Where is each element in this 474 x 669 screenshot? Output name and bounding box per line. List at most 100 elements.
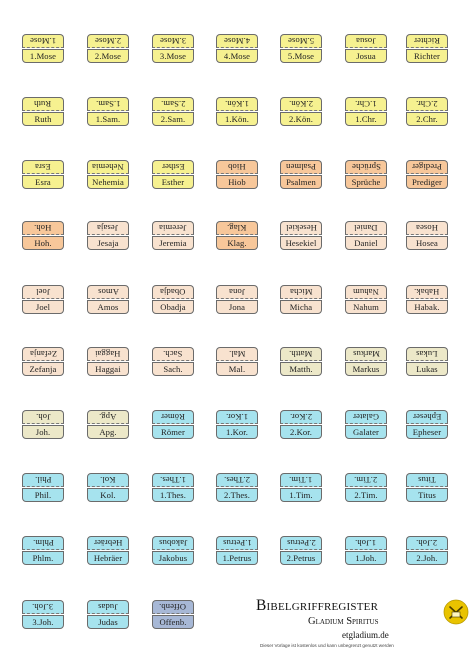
- register-tab: 1.Joh. 1.Joh.: [345, 536, 387, 568]
- register-tab: 2.Chr. 2.Chr.: [406, 97, 448, 129]
- register-tab: 1.Petrus 1.Petrus: [216, 536, 258, 568]
- tab-label: Esther: [152, 175, 194, 189]
- tab-label-inverted-text: Micha: [289, 287, 313, 297]
- tab-label: 1.Thes.: [152, 488, 194, 502]
- register-tab: 1.Sam. 1.Sam.: [87, 97, 129, 129]
- register-tab: Jona Jona: [216, 285, 258, 317]
- register-tab: 5.Mose 5.Mose: [280, 34, 322, 66]
- tab-label-inverted: 2.Petrus: [280, 536, 322, 550]
- tab-label-inverted-text: Joh.: [35, 412, 51, 422]
- tab-label: 2.Petrus: [280, 551, 322, 565]
- tab-label: Sprüche: [345, 175, 387, 189]
- tab-label-inverted: 1.Kön.: [216, 97, 258, 111]
- register-tab: Nehemia Nehemia: [87, 160, 129, 192]
- tab-label: Ruth: [22, 112, 64, 126]
- tab-label: Matth.: [280, 362, 322, 376]
- tab-label-inverted-text: Lukas: [416, 349, 438, 359]
- tab-label-inverted-text: 2.Thes.: [224, 475, 250, 485]
- tab-label: 3.Mose: [152, 49, 194, 63]
- tab-label: Phlm.: [22, 551, 64, 565]
- tab-label-inverted: Matth.: [280, 347, 322, 361]
- tab-label-inverted: Jesaja: [87, 221, 129, 235]
- register-tab: Zefanja Zefanja: [22, 347, 64, 379]
- register-tab: Nahum Nahum: [345, 285, 387, 317]
- brand-subtitle: Gladium Spiritus: [308, 616, 379, 627]
- register-tab: Richter Richter: [406, 34, 448, 66]
- tab-label-inverted: Kol.: [87, 473, 129, 487]
- tab-label-inverted: 1.Sam.: [87, 97, 129, 111]
- register-tab: 2.Sam. 2.Sam.: [152, 97, 194, 129]
- register-tab: 2.Petrus 2.Petrus: [280, 536, 322, 568]
- tab-label: Jakobus: [152, 551, 194, 565]
- register-tab: Esra Esra: [22, 160, 64, 192]
- register-tab: Obadja Obadja: [152, 285, 194, 317]
- tab-label: 4.Mose: [216, 49, 258, 63]
- tab-label: 1.Joh.: [345, 551, 387, 565]
- tab-label-inverted: Phlm.: [22, 536, 64, 550]
- register-tab: 3.Mose 3.Mose: [152, 34, 194, 66]
- tab-label-inverted: Hiob: [216, 160, 258, 174]
- tab-label: Esra: [22, 175, 64, 189]
- register-tab: Jesaja Jesaja: [87, 221, 129, 253]
- tab-label-inverted: Psalmen: [280, 160, 322, 174]
- tab-label-inverted-text: Amos: [97, 287, 119, 297]
- tab-label-inverted-text: Sach.: [163, 349, 183, 359]
- tab-label-inverted: 2.Tim.: [345, 473, 387, 487]
- tab-label: Apg.: [87, 425, 129, 439]
- brand-title: Bibelgriffregister: [256, 597, 379, 614]
- tab-label: Römer: [152, 425, 194, 439]
- register-tab: Habak. Habak.: [406, 285, 448, 317]
- tab-label-inverted-text: Titus: [418, 475, 436, 485]
- tab-label-inverted: 2.Kön.: [280, 97, 322, 111]
- tab-label: Psalmen: [280, 175, 322, 189]
- tab-label: 2.Joh.: [406, 551, 448, 565]
- tab-label-inverted: Sach.: [152, 347, 194, 361]
- tab-label: Jeremia: [152, 236, 194, 250]
- tab-label: Sach.: [152, 362, 194, 376]
- register-tab: Joel Joel: [22, 285, 64, 317]
- tab-label: Markus: [345, 362, 387, 376]
- tab-label: Nahum: [345, 300, 387, 314]
- tab-label: Hiob: [216, 175, 258, 189]
- register-tab: Offenb. Offenb.: [152, 600, 194, 632]
- tab-label-inverted: 2.Chr.: [406, 97, 448, 111]
- register-tab: 2.Kön. 2.Kön.: [280, 97, 322, 129]
- tab-label-inverted-text: Hebräer: [93, 538, 123, 548]
- register-tab: Römer Römer: [152, 410, 194, 442]
- register-tab: 1.Thes. 1.Thes.: [152, 473, 194, 505]
- tab-label-inverted-text: 2.Tim.: [354, 475, 378, 485]
- register-tab: Jeremia Jeremia: [152, 221, 194, 253]
- tab-label-inverted-text: 1.Mose: [29, 36, 57, 46]
- tab-label-inverted-text: 2.Kön.: [289, 99, 313, 109]
- tab-label-inverted: Hebräer: [87, 536, 129, 550]
- tab-label: 1.Chr.: [345, 112, 387, 126]
- register-tab: Jakobus Jakobus: [152, 536, 194, 568]
- tab-label-inverted-text: 2.Kor.: [289, 412, 313, 422]
- register-tab: Hiob Hiob: [216, 160, 258, 192]
- register-tab: 3.Joh. 3.Joh.: [22, 600, 64, 632]
- tab-label: 3.Joh.: [22, 615, 64, 629]
- tab-label-inverted: 1.Chr.: [345, 97, 387, 111]
- register-tab: 2.Thes. 2.Thes.: [216, 473, 258, 505]
- tab-label-inverted-text: 2.Chr.: [416, 99, 438, 109]
- register-tab: Titus Titus: [406, 473, 448, 505]
- tab-label-inverted-text: Joel: [35, 287, 51, 297]
- tab-label-inverted-text: 1.Tim.: [289, 475, 313, 485]
- tab-label: Micha: [280, 300, 322, 314]
- tab-label-inverted-text: Judas: [98, 602, 118, 612]
- tab-label-inverted-text: Galater: [353, 412, 379, 422]
- register-tab: Lukas Lukas: [406, 347, 448, 379]
- tab-label-inverted-text: Ruth: [34, 99, 52, 109]
- tab-label-inverted: Hesekiel: [280, 221, 322, 235]
- register-tab: 1.Kön. 1.Kön.: [216, 97, 258, 129]
- tab-label: 1.Petrus: [216, 551, 258, 565]
- tab-label: Habak.: [406, 300, 448, 314]
- tab-label: Amos: [87, 300, 129, 314]
- tab-label: Judas: [87, 615, 129, 629]
- tab-label-inverted: Sprüche: [345, 160, 387, 174]
- tab-label-inverted-text: 1.Thes.: [160, 475, 186, 485]
- tab-label-inverted-text: Jona: [228, 287, 246, 297]
- tab-label-inverted-text: Kol.: [100, 475, 116, 485]
- tab-label-inverted: 2.Sam.: [152, 97, 194, 111]
- tab-label: Joel: [22, 300, 64, 314]
